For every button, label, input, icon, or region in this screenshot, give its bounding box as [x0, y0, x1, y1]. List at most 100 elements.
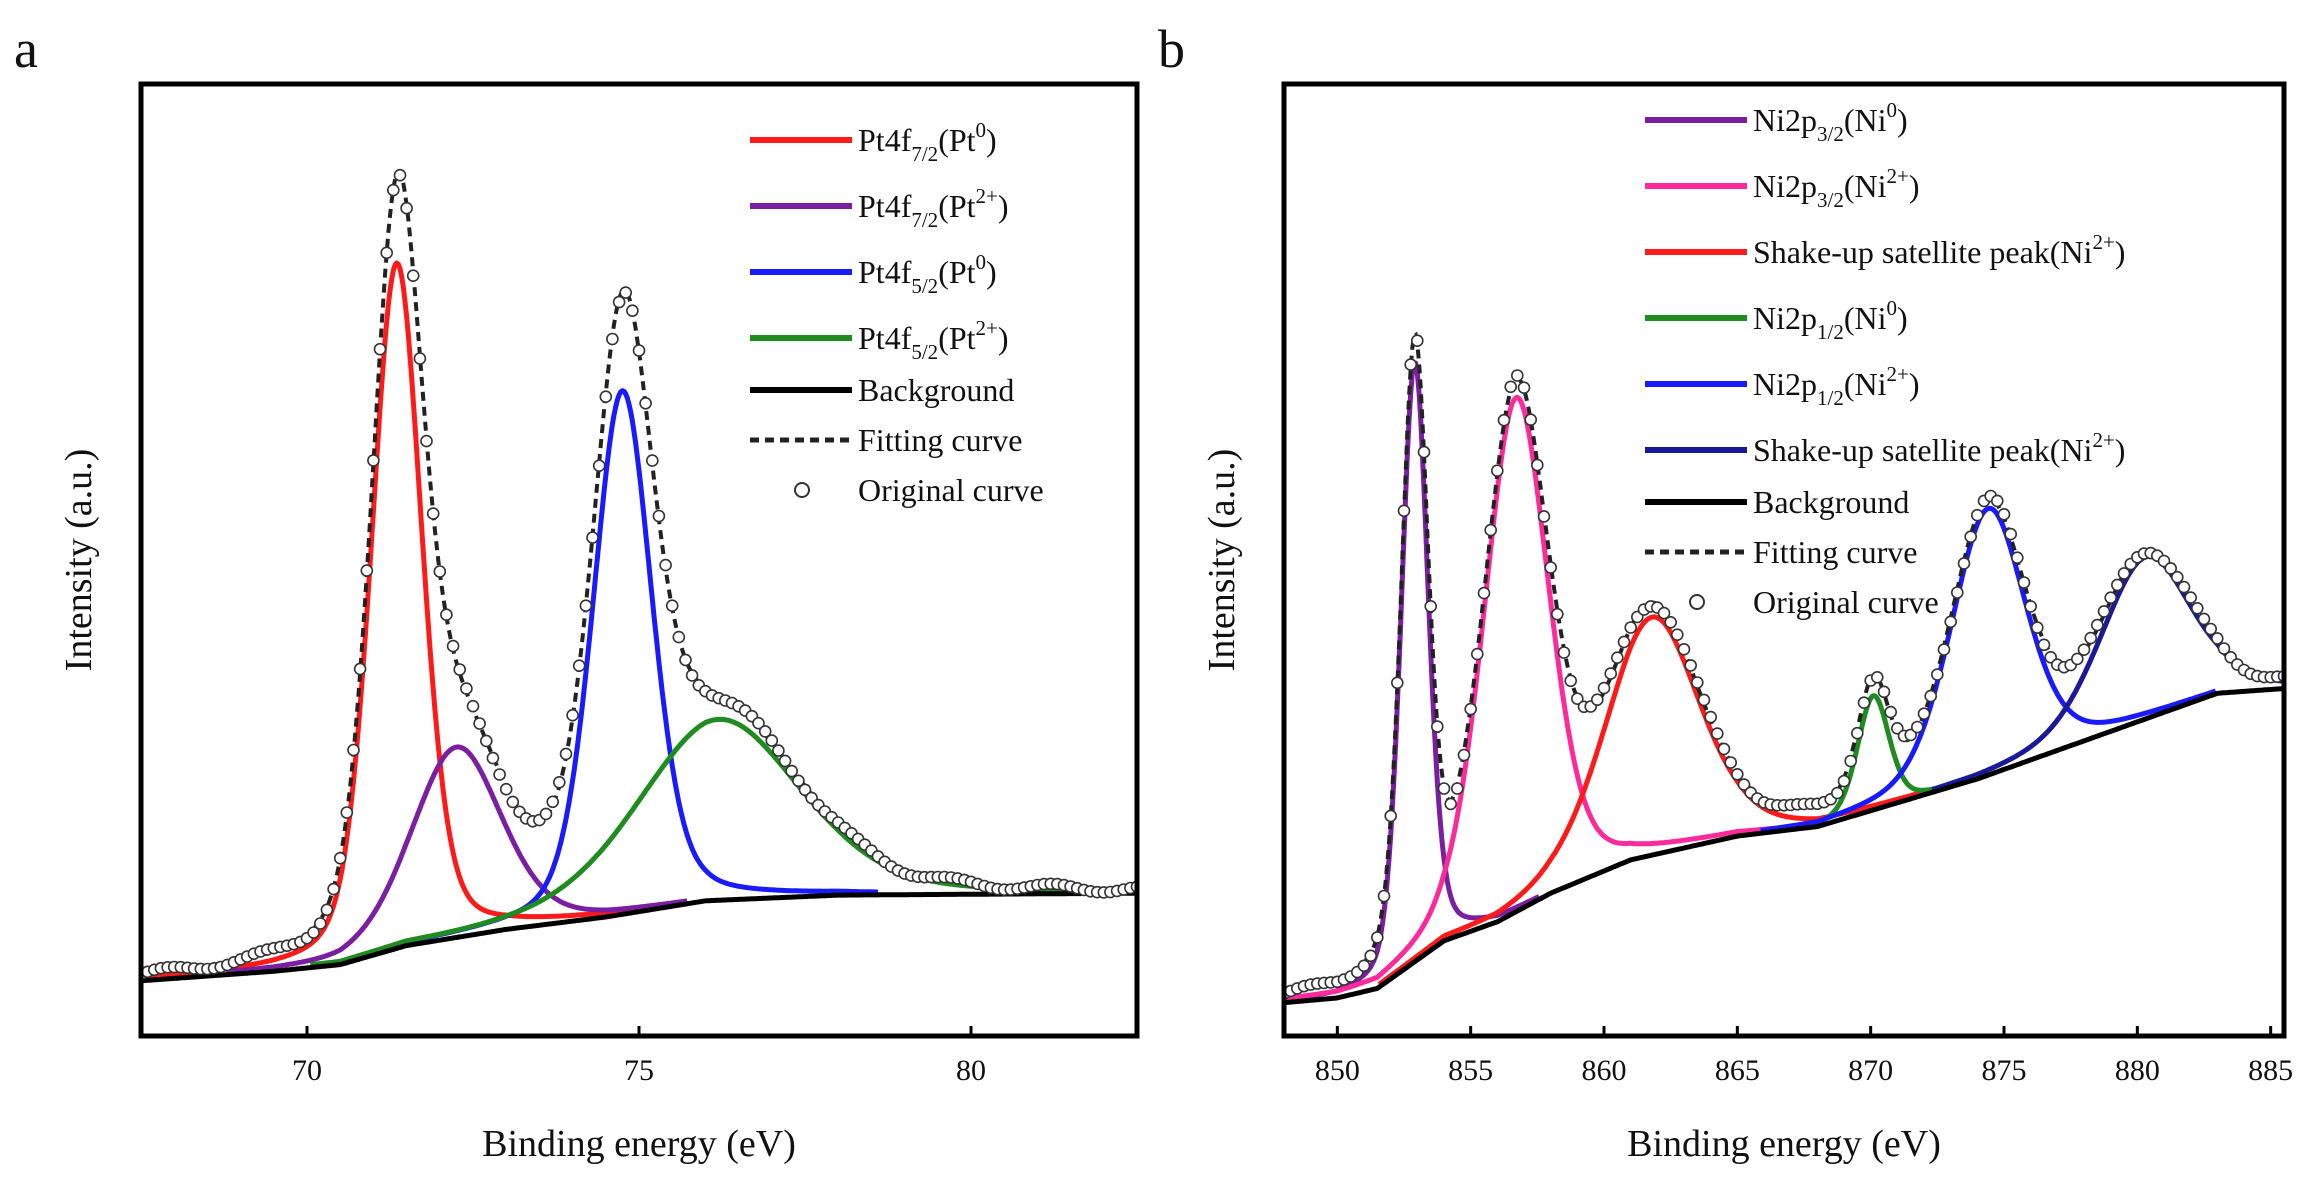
- legend-swatch: [1689, 594, 1705, 610]
- data-point: [1544, 561, 1557, 574]
- data-point: [446, 639, 460, 653]
- legend-entry: Pt4f7/2(Pt0): [858, 118, 997, 166]
- legend-entry: Ni2p3/2(Ni0): [1753, 98, 1908, 146]
- data-point: [1484, 523, 1497, 537]
- peak-curve-a-3: [309, 716, 1128, 968]
- original-points-b: [1284, 334, 2284, 1000]
- data-point: [473, 717, 486, 730]
- data-point: [1724, 756, 1737, 769]
- x-axis-title-b: Binding energy (eV): [1627, 1123, 1941, 1165]
- data-point: [1384, 809, 1397, 823]
- data-point: [1737, 778, 1751, 791]
- data-point: [612, 295, 626, 309]
- data-point: [1517, 381, 1531, 395]
- data-point: [1537, 510, 1551, 523]
- data-point: [639, 396, 652, 410]
- legend-entry: Ni2p3/2(Ni2+): [1753, 164, 1920, 212]
- data-point: [2117, 567, 2131, 580]
- data-point: [307, 926, 320, 939]
- data-point: [1591, 693, 1604, 707]
- data-point: [1717, 742, 1731, 756]
- data-point: [2204, 622, 2217, 636]
- data-point: [1497, 413, 1511, 427]
- data-point: [1831, 786, 1844, 800]
- peak-curve-a-2: [365, 388, 879, 957]
- data-point: [386, 183, 400, 197]
- data-point: [1851, 726, 1864, 740]
- data-point: [792, 774, 805, 788]
- x-tick-label: 865: [1715, 1054, 1760, 1087]
- data-point: [320, 903, 334, 917]
- data-point: [2217, 642, 2231, 655]
- data-point: [479, 734, 493, 748]
- data-point: [1411, 334, 1424, 348]
- data-point: [2017, 576, 2031, 589]
- data-point: [1424, 599, 1437, 613]
- y-axis-title-b: Intensity (a.u.): [1201, 449, 1243, 672]
- data-point: [2091, 618, 2104, 632]
- data-point: [586, 531, 599, 544]
- data-point: [373, 342, 387, 356]
- peak-curve-b-3: [1811, 693, 1935, 827]
- data-point: [1417, 445, 1431, 459]
- legend-entry: Shake-up satellite peak(Ni2+): [1753, 428, 2125, 468]
- data-point: [1504, 380, 1517, 394]
- x-tick-label: 850: [1315, 1054, 1360, 1087]
- data-point: [1491, 464, 1504, 478]
- data-point: [659, 558, 672, 572]
- x-tick-label: 75: [624, 1054, 654, 1087]
- data-point: [1464, 702, 1477, 716]
- background-curve-a: [141, 890, 1137, 984]
- legend-entry: Ni2p1/2(Ni2+): [1753, 362, 1920, 410]
- data-point: [380, 246, 394, 260]
- peak-curve-a-1: [224, 744, 688, 975]
- x-axis-title-a: Binding energy (eV): [482, 1123, 796, 1165]
- data-point: [2024, 600, 2037, 613]
- data-point: [665, 599, 679, 613]
- legend-a: Pt4f7/2(Pt0) Pt4f7/2(Pt2+) Pt4f5/2(Pt0) Pt4…: [750, 118, 1044, 508]
- background-curve-b: [1284, 686, 2284, 1006]
- legend-entry: Fitting curve: [858, 422, 1022, 458]
- peak-curve-b-4: [1759, 505, 2217, 833]
- chart-a-pt4f: 70 75 80 Binding energy (eV) Intensity (a.u.…: [58, 81, 1140, 1165]
- y-axis-title-a: Intensity (a.u.): [58, 449, 100, 672]
- data-point: [798, 783, 812, 797]
- data-point: [1657, 606, 1671, 620]
- legend-entry: Original curve: [858, 472, 1044, 508]
- data-point: [752, 716, 765, 730]
- data-point: [2191, 601, 2204, 615]
- data-point: [1944, 615, 1957, 629]
- data-point: [460, 682, 473, 695]
- data-point: [1551, 607, 1564, 621]
- legend-swatch: [794, 482, 810, 498]
- data-point: [1457, 748, 1471, 762]
- data-point: [2004, 527, 2017, 541]
- data-point: [506, 795, 520, 809]
- data-point: [552, 775, 566, 789]
- data-point: [566, 708, 579, 722]
- data-point: [1971, 508, 1984, 522]
- data-point: [420, 434, 433, 448]
- original-points-a: [141, 168, 1137, 981]
- data-point: [1524, 413, 1537, 427]
- data-point: [1404, 358, 1417, 371]
- data-point: [360, 564, 374, 577]
- data-point: [1617, 635, 1631, 649]
- data-point: [440, 608, 453, 622]
- data-point: [592, 459, 606, 473]
- data-point: [1624, 621, 1637, 634]
- data-point: [1451, 782, 1464, 795]
- legend-b: Ni2p3/2(Ni0) Ni2p3/2(Ni2+) Shake-up satell…: [1645, 98, 2125, 620]
- panel-label-b: b: [1158, 19, 1185, 79]
- data-point: [1964, 530, 1977, 544]
- x-tick-label: 70: [292, 1054, 322, 1087]
- data-point: [1697, 693, 1711, 707]
- data-point: [2184, 591, 2197, 604]
- fitting-curve-a: [141, 169, 1137, 977]
- chart-b-ni2p: 850 855 860 865 870 875 880 885 Binding energy (…: [1201, 81, 2293, 1165]
- data-point: [1531, 458, 1544, 472]
- data-point: [1364, 949, 1377, 963]
- data-point: [785, 764, 799, 778]
- data-point: [1557, 646, 1571, 659]
- data-point: [606, 332, 619, 346]
